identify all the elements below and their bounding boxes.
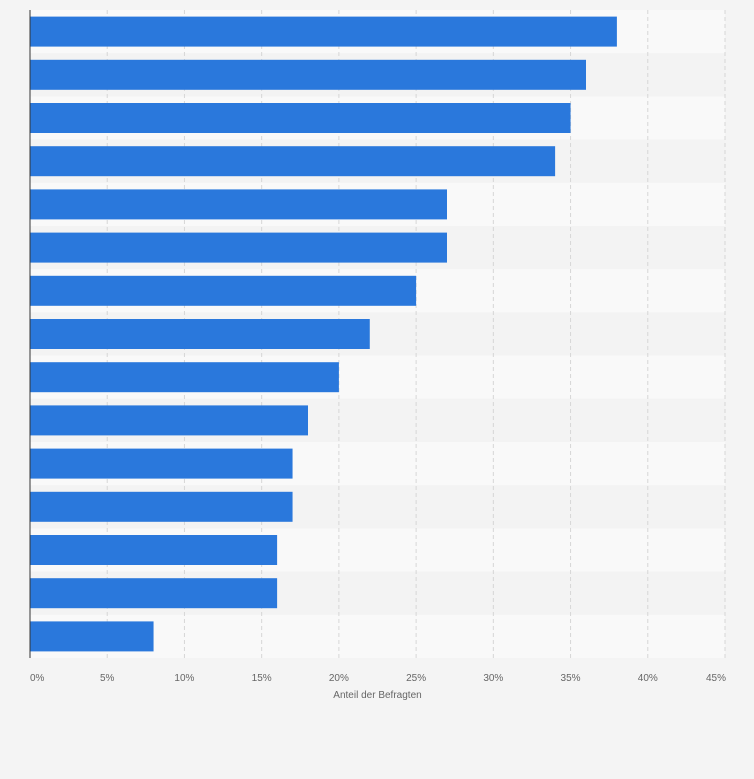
bar[interactable]: [30, 578, 278, 609]
x-tick-label: 10%: [174, 673, 194, 684]
bar[interactable]: [30, 232, 447, 263]
bar[interactable]: [30, 405, 308, 436]
bar[interactable]: [30, 59, 586, 90]
bar[interactable]: [30, 535, 278, 565]
bar[interactable]: [30, 621, 154, 652]
x-tick-label: 35%: [561, 673, 581, 684]
x-axis-title: Anteil der Befragten: [333, 690, 421, 701]
bar[interactable]: [30, 491, 293, 522]
bar[interactable]: [30, 362, 339, 393]
x-tick-label: 30%: [483, 673, 503, 684]
x-tick-label: 15%: [252, 673, 272, 684]
bar[interactable]: [30, 146, 556, 177]
bar[interactable]: [30, 189, 447, 220]
x-tick-label: 20%: [329, 673, 349, 684]
bar[interactable]: [30, 448, 293, 479]
bar[interactable]: [30, 319, 370, 349]
bar[interactable]: [30, 275, 417, 306]
x-tick-label: 45%: [706, 673, 726, 684]
bars: [30, 16, 617, 652]
x-tick-labels: 0% 5% 10% 15% 20% 25% 30% 35% 40% 45%: [30, 673, 726, 684]
bar[interactable]: [30, 16, 617, 47]
bar[interactable]: [30, 103, 571, 133]
x-tick-label: 40%: [638, 673, 658, 684]
x-tick-label: 0%: [30, 673, 45, 684]
x-tick-label: 25%: [406, 673, 426, 684]
x-tick-label: 5%: [100, 673, 115, 684]
